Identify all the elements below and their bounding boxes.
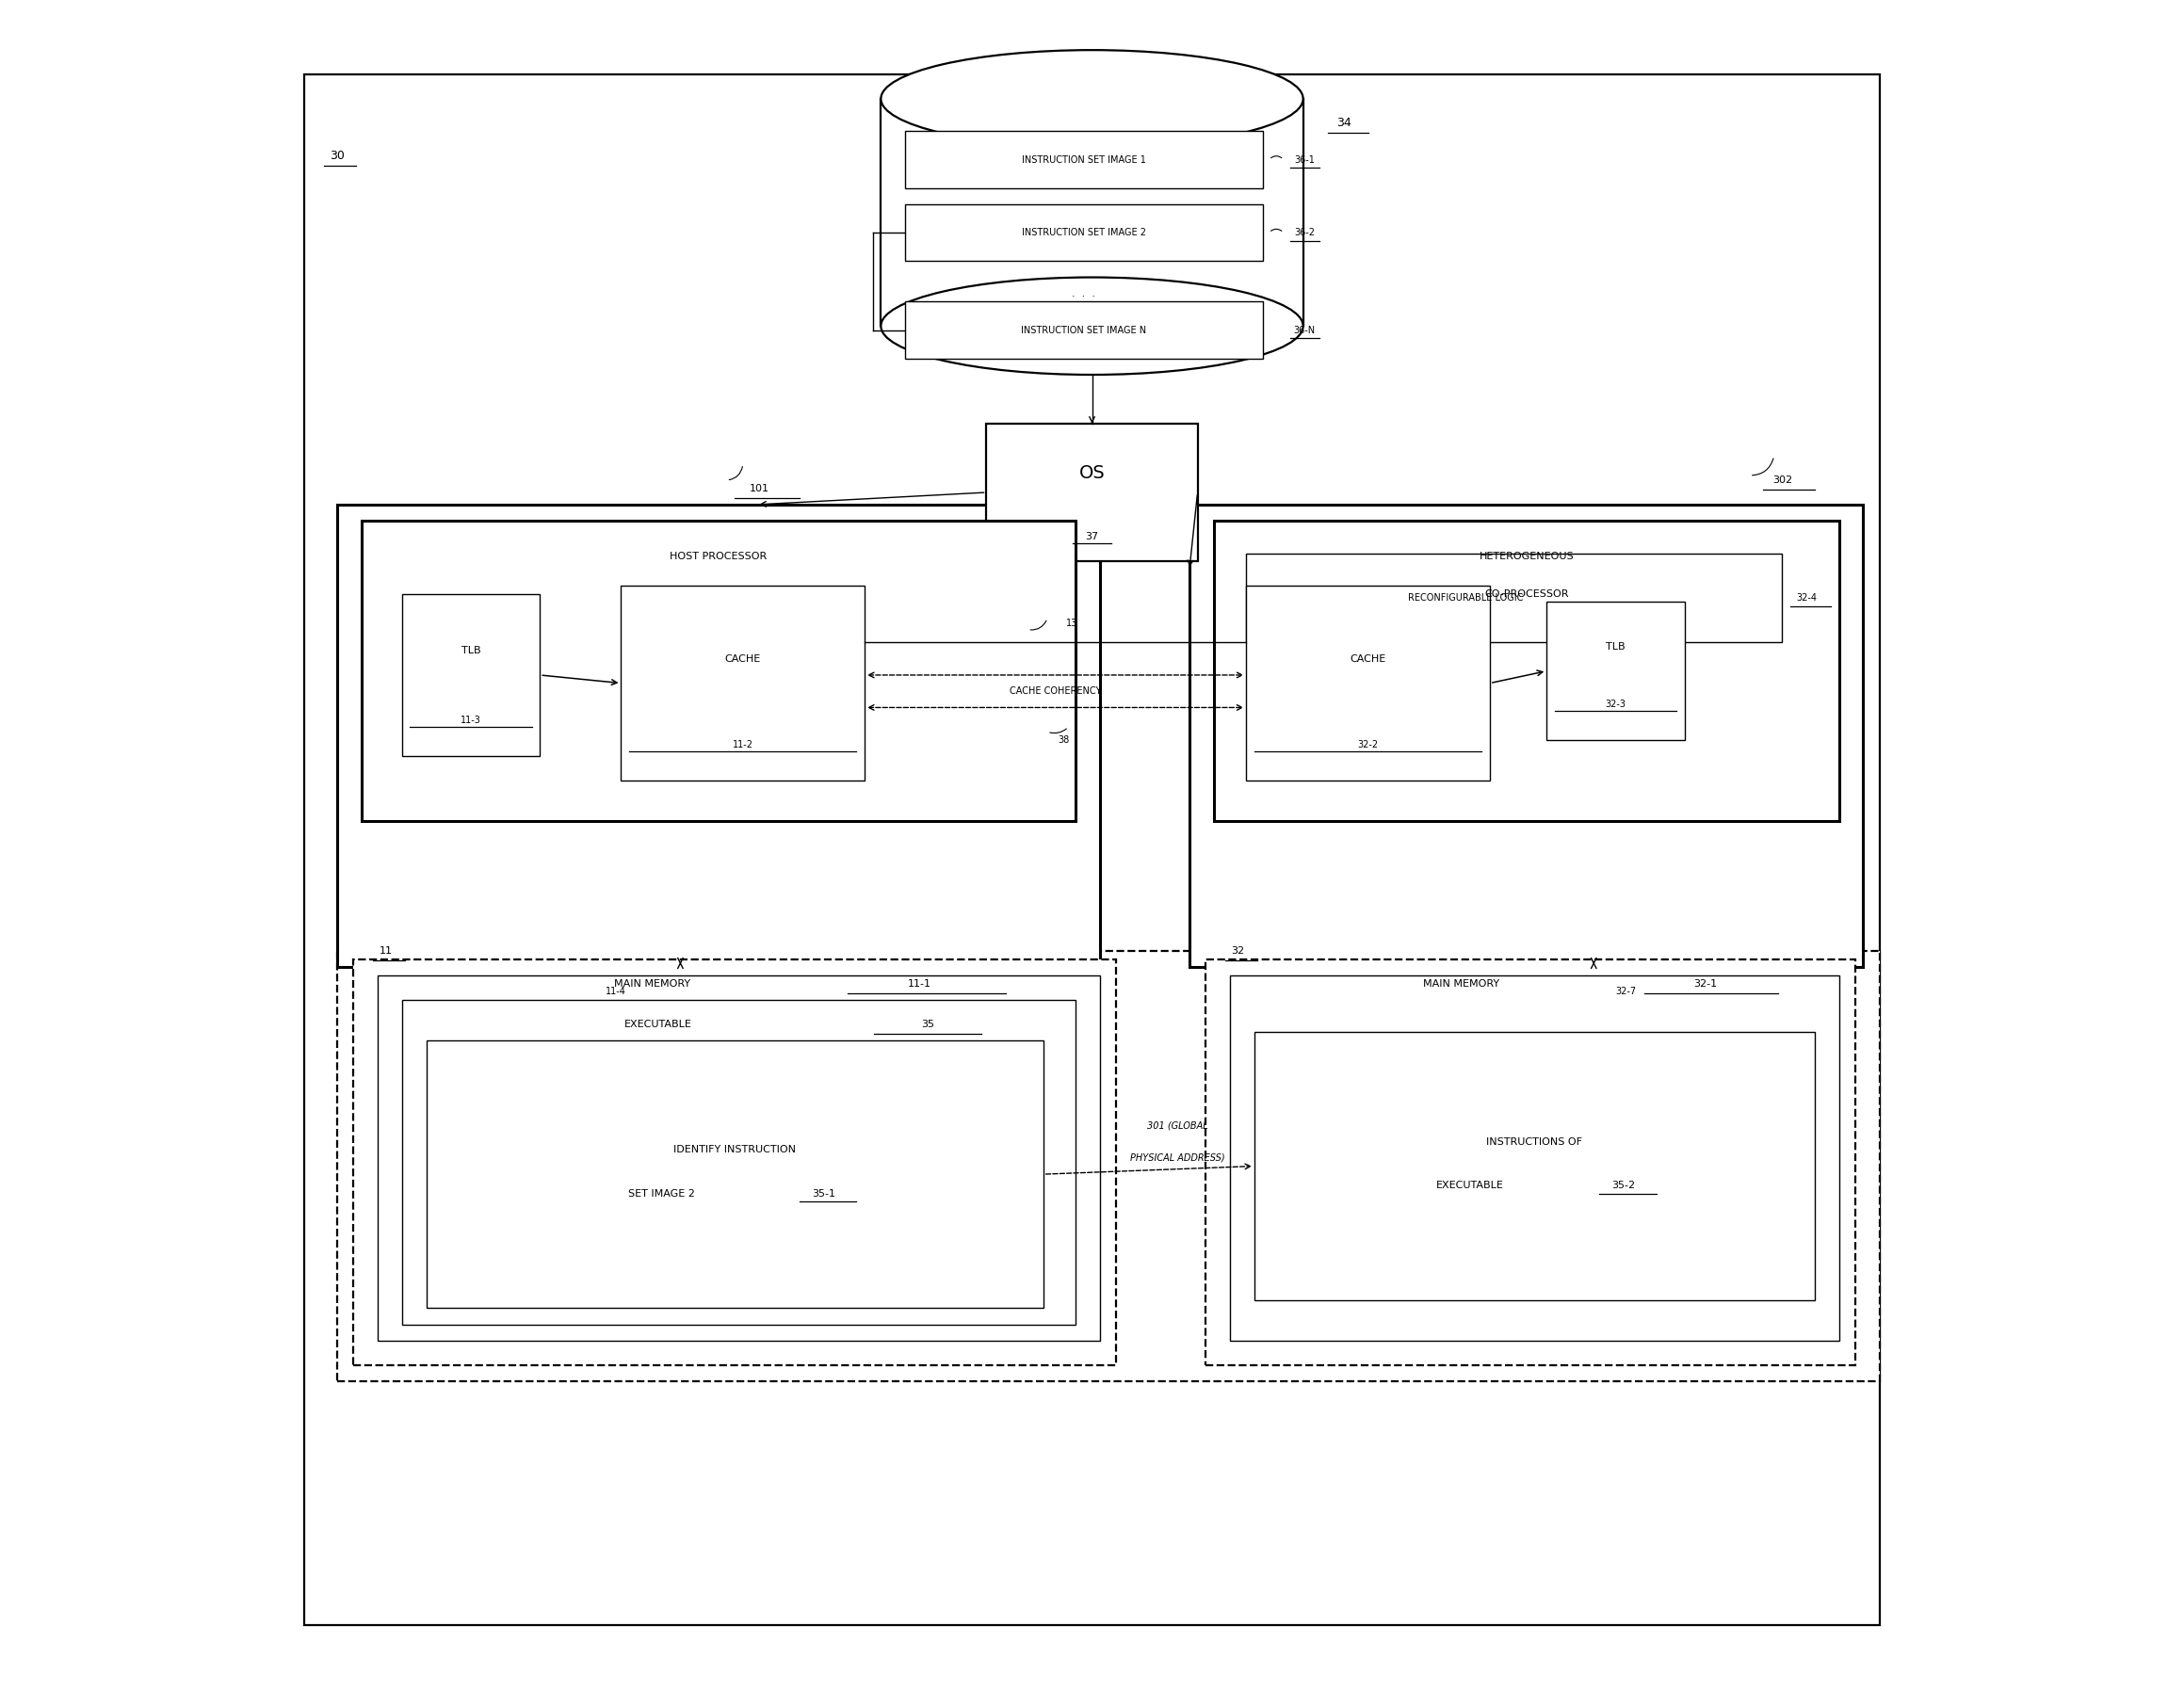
Text: 11: 11 bbox=[380, 947, 393, 955]
Text: TLB: TLB bbox=[1605, 643, 1625, 651]
Text: 37: 37 bbox=[1085, 533, 1099, 541]
Text: 13: 13 bbox=[1066, 619, 1077, 627]
Text: RECONFIGURABLE LOGIC: RECONFIGURABLE LOGIC bbox=[1409, 594, 1522, 602]
Text: 35: 35 bbox=[922, 1020, 935, 1028]
FancyBboxPatch shape bbox=[1546, 602, 1684, 741]
Text: EXECUTABLE: EXECUTABLE bbox=[625, 1020, 692, 1028]
Text: INSTRUCTION SET IMAGE 2: INSTRUCTION SET IMAGE 2 bbox=[1022, 228, 1147, 237]
Text: INSTRUCTIONS OF: INSTRUCTIONS OF bbox=[1487, 1136, 1583, 1146]
FancyBboxPatch shape bbox=[1206, 959, 1854, 1365]
Text: CACHE COHERENCY: CACHE COHERENCY bbox=[1009, 687, 1101, 697]
Text: 32-2: 32-2 bbox=[1358, 741, 1378, 749]
FancyBboxPatch shape bbox=[354, 959, 1116, 1365]
Text: 36-2: 36-2 bbox=[1295, 228, 1315, 237]
FancyBboxPatch shape bbox=[402, 999, 1077, 1324]
FancyBboxPatch shape bbox=[1230, 976, 1839, 1341]
FancyBboxPatch shape bbox=[1190, 504, 1863, 967]
Text: MAIN MEMORY: MAIN MEMORY bbox=[614, 979, 690, 988]
FancyBboxPatch shape bbox=[304, 74, 1880, 1625]
Text: 11-3: 11-3 bbox=[461, 715, 480, 725]
Text: 302: 302 bbox=[1771, 475, 1793, 485]
FancyBboxPatch shape bbox=[360, 521, 1077, 822]
FancyBboxPatch shape bbox=[336, 504, 1101, 967]
Text: ·  ·  ·: · · · bbox=[1072, 293, 1096, 301]
FancyBboxPatch shape bbox=[336, 950, 1880, 1382]
Text: INSTRUCTION SET IMAGE 1: INSTRUCTION SET IMAGE 1 bbox=[1022, 156, 1147, 164]
Text: INSTRUCTION SET IMAGE N: INSTRUCTION SET IMAGE N bbox=[1022, 325, 1147, 335]
Text: 11-2: 11-2 bbox=[732, 741, 753, 749]
Text: 11-1: 11-1 bbox=[909, 979, 930, 988]
Text: CO-PROCESSOR: CO-PROCESSOR bbox=[1485, 588, 1568, 599]
Text: 32: 32 bbox=[1232, 947, 1245, 955]
Text: HETEROGENEOUS: HETEROGENEOUS bbox=[1479, 551, 1575, 561]
Text: EXECUTABLE: EXECUTABLE bbox=[1435, 1180, 1503, 1190]
Text: 32-1: 32-1 bbox=[1693, 979, 1717, 988]
FancyBboxPatch shape bbox=[904, 301, 1262, 358]
Text: 35-2: 35-2 bbox=[1612, 1180, 1636, 1190]
Text: IDENTIFY INSTRUCTION: IDENTIFY INSTRUCTION bbox=[673, 1145, 795, 1155]
Text: 101: 101 bbox=[749, 484, 769, 494]
Text: 38: 38 bbox=[1057, 736, 1070, 744]
Text: 36-1: 36-1 bbox=[1295, 156, 1315, 164]
Ellipse shape bbox=[880, 51, 1304, 147]
Text: HOST PROCESSOR: HOST PROCESSOR bbox=[670, 551, 767, 561]
Text: 32-7: 32-7 bbox=[1616, 988, 1636, 996]
FancyBboxPatch shape bbox=[1254, 1032, 1815, 1300]
Text: PHYSICAL ADDRESS): PHYSICAL ADDRESS) bbox=[1129, 1153, 1225, 1163]
Text: 11-4: 11-4 bbox=[605, 988, 627, 996]
Text: 32-3: 32-3 bbox=[1605, 700, 1627, 709]
FancyBboxPatch shape bbox=[402, 594, 539, 756]
Text: TLB: TLB bbox=[461, 646, 480, 656]
Ellipse shape bbox=[880, 277, 1304, 375]
Text: OS: OS bbox=[1079, 463, 1105, 482]
FancyBboxPatch shape bbox=[1214, 521, 1839, 822]
Text: 30: 30 bbox=[330, 149, 345, 162]
FancyBboxPatch shape bbox=[378, 976, 1101, 1341]
FancyBboxPatch shape bbox=[987, 423, 1197, 561]
Text: CACHE: CACHE bbox=[1350, 654, 1387, 663]
Text: 35-1: 35-1 bbox=[812, 1189, 836, 1199]
Text: 34: 34 bbox=[1337, 117, 1352, 129]
FancyBboxPatch shape bbox=[1247, 553, 1782, 643]
Text: MAIN MEMORY: MAIN MEMORY bbox=[1424, 979, 1500, 988]
Text: SET IMAGE 2: SET IMAGE 2 bbox=[629, 1189, 695, 1199]
Text: 32-4: 32-4 bbox=[1795, 594, 1817, 602]
FancyBboxPatch shape bbox=[880, 98, 1304, 326]
FancyBboxPatch shape bbox=[1247, 585, 1489, 781]
FancyBboxPatch shape bbox=[426, 1040, 1044, 1309]
FancyBboxPatch shape bbox=[904, 132, 1262, 188]
Text: CACHE: CACHE bbox=[725, 654, 760, 663]
FancyBboxPatch shape bbox=[904, 205, 1262, 260]
FancyBboxPatch shape bbox=[620, 585, 865, 781]
Text: 36-N: 36-N bbox=[1293, 325, 1315, 335]
Text: 301 (GLOBAL: 301 (GLOBAL bbox=[1147, 1121, 1208, 1130]
